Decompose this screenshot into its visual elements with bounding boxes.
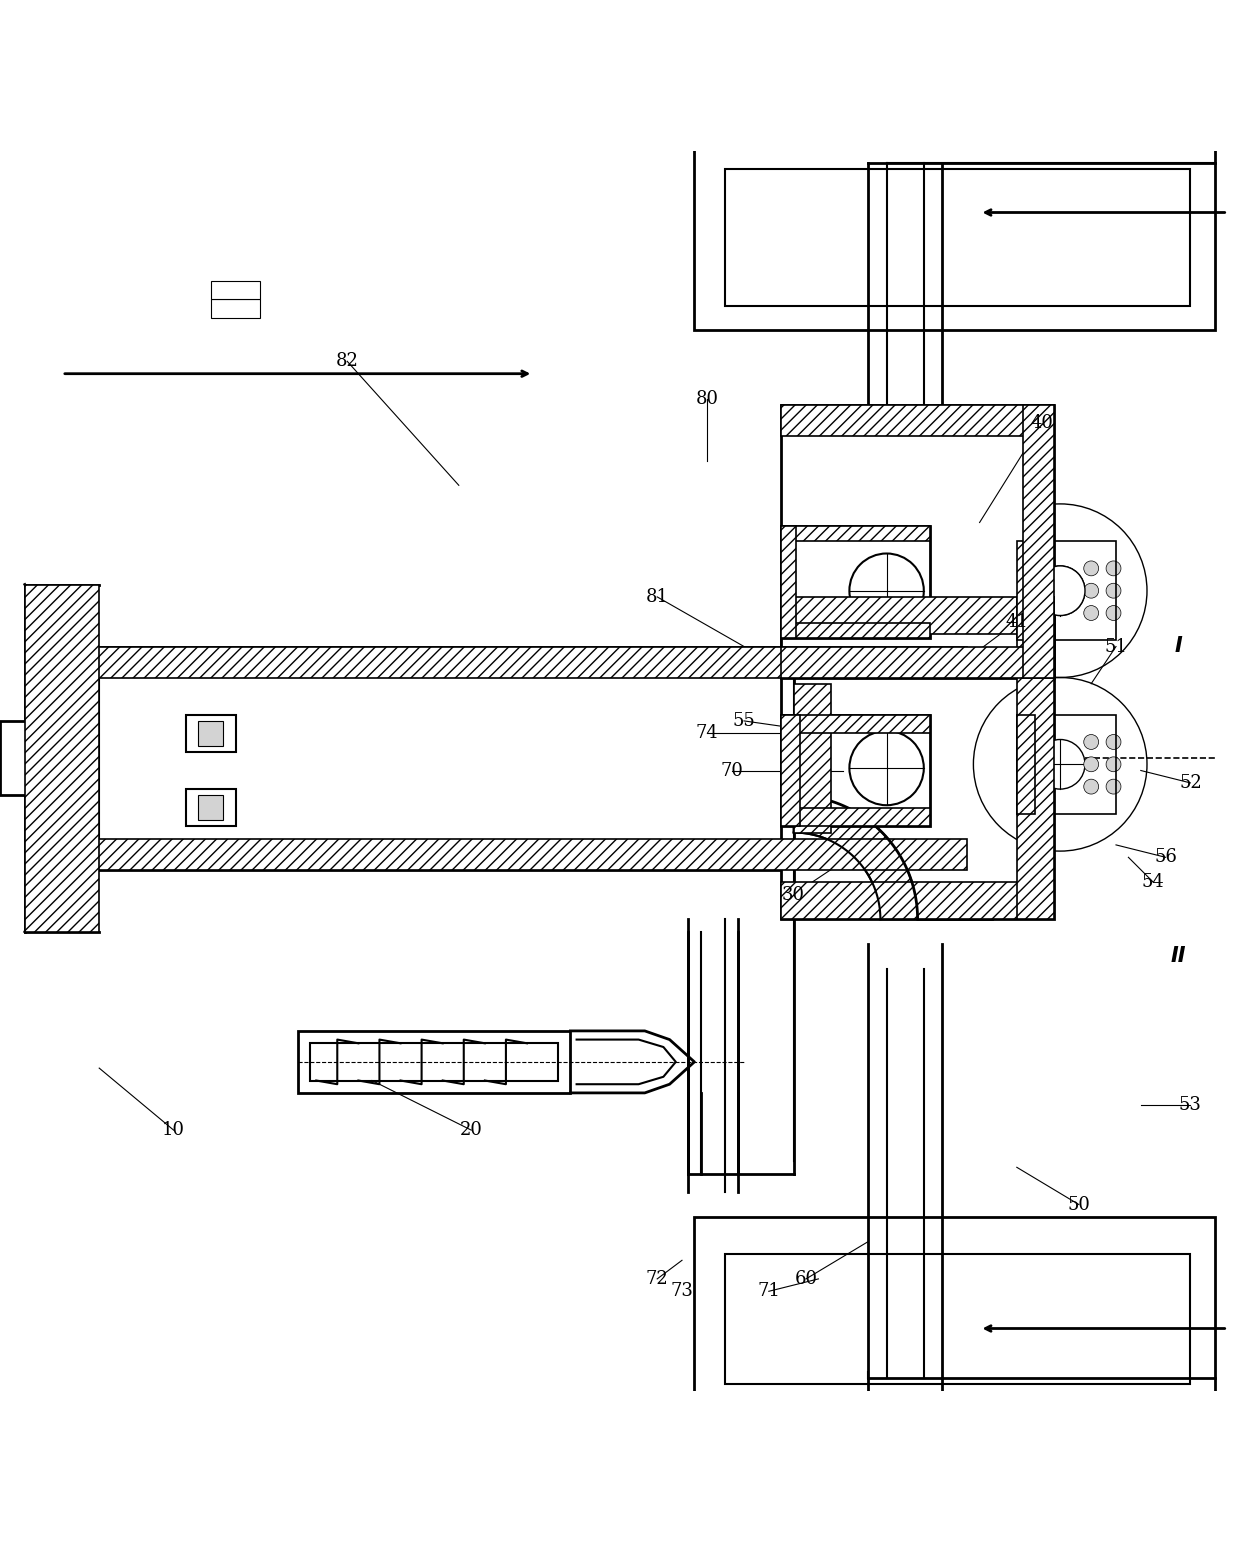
Bar (99, 672, 942, 844)
Bar (725, 1254, 1190, 1384)
Bar (198, 721, 223, 746)
Circle shape (1106, 561, 1121, 576)
Bar (1017, 541, 1116, 641)
Circle shape (1106, 757, 1121, 772)
Bar (74, 647, 967, 869)
Text: 20: 20 (460, 1122, 482, 1139)
Bar (781, 647, 1054, 678)
Bar (211, 280, 260, 299)
Bar (1017, 596, 1054, 920)
Bar (1017, 715, 1116, 814)
Circle shape (1084, 757, 1099, 772)
Text: 60: 60 (795, 1270, 817, 1288)
Text: 52: 52 (1179, 774, 1202, 792)
Bar (781, 807, 930, 826)
Text: 70: 70 (720, 761, 743, 780)
Text: 55: 55 (733, 712, 755, 730)
Bar (1023, 405, 1054, 678)
Bar (186, 789, 236, 826)
Bar (781, 525, 930, 541)
Text: 51: 51 (1105, 638, 1127, 655)
Bar (694, 1217, 1215, 1415)
Bar (211, 299, 260, 317)
Bar (725, 170, 1190, 305)
Bar (781, 525, 930, 638)
Circle shape (1106, 735, 1121, 749)
PathPatch shape (794, 795, 918, 920)
Circle shape (849, 553, 924, 627)
Bar (781, 405, 1054, 678)
Text: 10: 10 (162, 1122, 185, 1139)
Text: II: II (1171, 946, 1185, 966)
Bar (781, 525, 796, 638)
Bar (198, 795, 223, 820)
Bar (781, 715, 930, 734)
Bar (781, 596, 1054, 920)
Bar (694, 133, 1215, 330)
Circle shape (849, 730, 924, 806)
Text: 81: 81 (646, 589, 668, 606)
Bar (1017, 715, 1035, 814)
Text: 82: 82 (336, 353, 358, 370)
Text: 73: 73 (671, 1282, 693, 1301)
Circle shape (1084, 606, 1099, 621)
Bar (0, 721, 31, 795)
Text: 72: 72 (646, 1270, 668, 1288)
Bar (781, 596, 1054, 633)
Bar (781, 405, 1054, 436)
Bar (25, 584, 99, 932)
Text: 30: 30 (782, 886, 805, 903)
Circle shape (1035, 566, 1085, 615)
Text: 74: 74 (696, 724, 718, 743)
Text: 40: 40 (1030, 415, 1053, 433)
Circle shape (1084, 780, 1099, 794)
Circle shape (1035, 566, 1085, 615)
Bar (186, 715, 236, 752)
Text: 50: 50 (1068, 1196, 1090, 1213)
Circle shape (1035, 740, 1085, 789)
Circle shape (1084, 582, 1099, 598)
Circle shape (1084, 735, 1099, 749)
Bar (794, 684, 831, 832)
Bar (310, 1043, 558, 1080)
Circle shape (1106, 780, 1121, 794)
Text: 80: 80 (696, 390, 718, 407)
Bar (781, 715, 930, 826)
Text: I: I (1174, 636, 1182, 656)
Text: 54: 54 (1142, 874, 1164, 891)
Bar (74, 647, 967, 678)
Bar (781, 715, 800, 826)
Bar (781, 623, 930, 638)
Circle shape (1106, 606, 1121, 621)
Text: 41: 41 (1006, 613, 1028, 630)
Circle shape (1084, 561, 1099, 576)
Text: 71: 71 (758, 1282, 780, 1301)
Text: 56: 56 (1154, 848, 1177, 866)
Bar (74, 838, 967, 869)
Bar (781, 881, 1054, 920)
Text: 53: 53 (1179, 1096, 1202, 1114)
Bar (1017, 541, 1035, 641)
Bar (298, 1031, 570, 1093)
Circle shape (1106, 582, 1121, 598)
